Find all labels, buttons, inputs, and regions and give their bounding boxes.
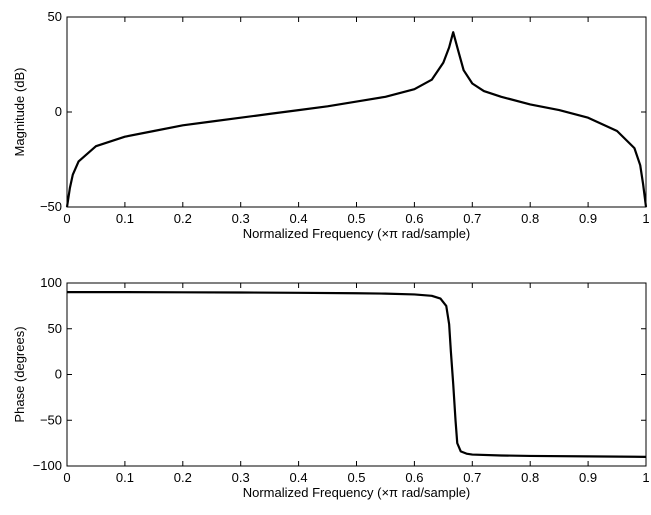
panels: 0 0.1 0.2 0.3 0.4 0.5 0.6 0.7 0.8 0.9 1500−50Norma… (12, 9, 650, 500)
x-tick-label: 0.1 (116, 470, 134, 485)
series-line (65, 31, 648, 208)
x-tick-label: 0.5 (347, 211, 365, 226)
x-tick-label: 0.6 (405, 211, 423, 226)
x-axis-label: Normalized Frequency (×π rad/sample) (243, 226, 471, 241)
x-tick-label: 0.8 (521, 211, 539, 226)
x-tick-label: 0.9 (579, 211, 597, 226)
y-axis-label: Magnitude (dB) (12, 68, 27, 157)
x-tick-label: 0.4 (290, 470, 308, 485)
x-tick-label: 0.9 (579, 470, 597, 485)
x-tick-label: 0.6 (405, 470, 423, 485)
x-tick-label: 0.1 (116, 211, 134, 226)
x-tick-label: 1 (642, 470, 649, 485)
y-axis-label: Phase (degrees) (12, 326, 27, 422)
x-tick-label: 0.4 (290, 211, 308, 226)
y-tick-label: 50 (48, 321, 62, 336)
chart-panel-2: 0 0.1 0.2 0.3 0.4 0.5 0.6 0.7 0.8 0.9 1 100 50 0 −50 −1… (12, 275, 650, 500)
x-tick-label: 0.2 (174, 211, 192, 226)
x-tick-label: 1 (642, 211, 649, 226)
x-tick-label: 0.2 (174, 470, 192, 485)
x-tick-label: 0.7 (463, 211, 481, 226)
x-tick-label: 0.7 (463, 470, 481, 485)
chart-panel-1: 0 0.1 0.2 0.3 0.4 0.5 0.6 0.7 0.8 0.9 1500−50Norma… (12, 9, 650, 241)
y-tick-label: 100 (40, 275, 62, 290)
y-tick-label: −50 (40, 199, 62, 214)
y-tick-label: −50 (40, 412, 62, 427)
x-tick-label: 0.5 (347, 470, 365, 485)
plot-frame (66, 282, 647, 467)
y-tick-label: 50 (48, 9, 62, 24)
x-tick-label: 0.3 (232, 211, 250, 226)
x-tick-label: 0.3 (232, 470, 250, 485)
x-tick-label: 0.8 (521, 470, 539, 485)
y-tick-label: −100 (33, 458, 62, 473)
series-line (67, 291, 647, 458)
x-axis-label: Normalized Frequency (×π rad/sample) (243, 485, 471, 500)
y-tick-label: 0 (55, 104, 62, 119)
y-tick-label: 0 (55, 367, 62, 382)
x-tick-label: 0 (63, 470, 70, 485)
x-tick-label: 0 (63, 211, 70, 226)
plot-frame (66, 16, 647, 208)
